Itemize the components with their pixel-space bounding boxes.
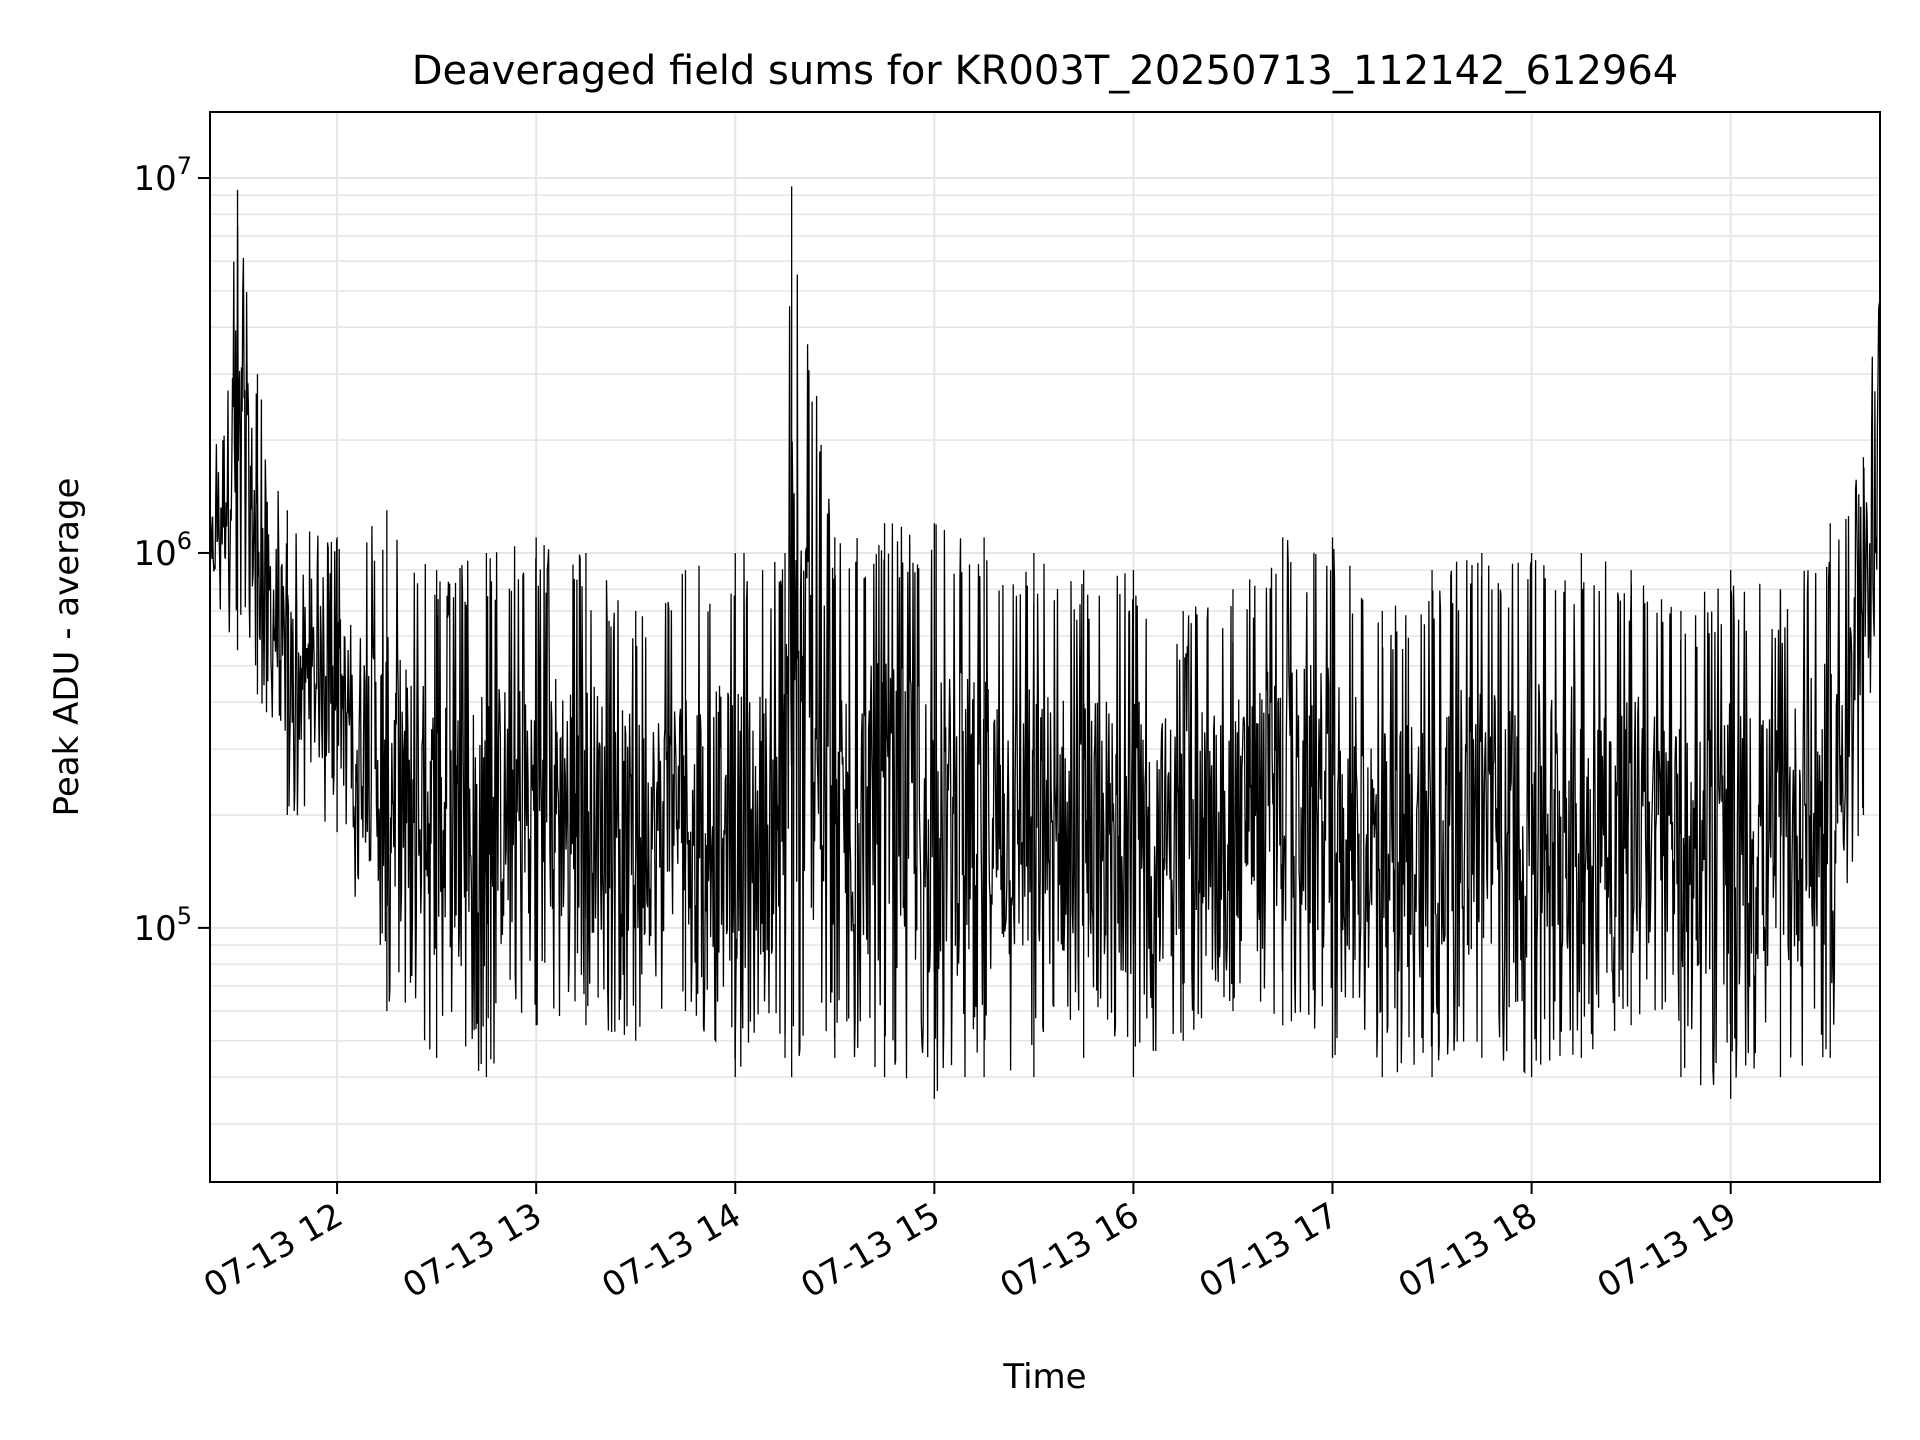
y-axis: 105 106 107 (133, 152, 210, 949)
plot-frame (209, 111, 1881, 1183)
y-tick-label: 106 (133, 527, 192, 574)
series-line (209, 226, 1881, 1092)
y-axis-label: Peak ADU - average (47, 478, 87, 817)
y-tick-label: 105 (133, 902, 192, 949)
chart-title: Deaveraged field sums for KR003T_2025071… (412, 48, 1679, 94)
y-tick-label: 107 (133, 152, 192, 199)
x-axis-label: Time (1002, 1357, 1086, 1397)
